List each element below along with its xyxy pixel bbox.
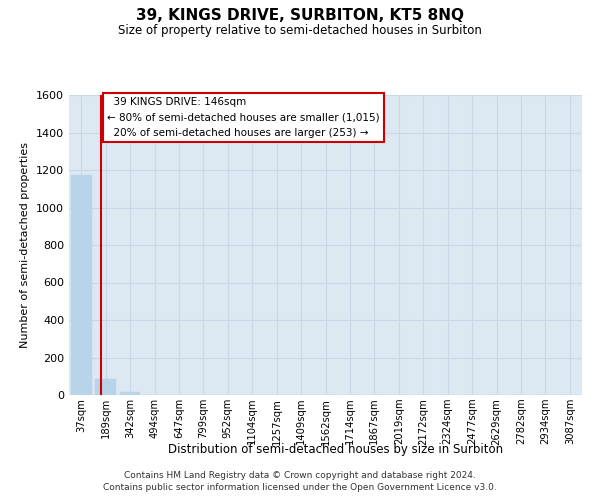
Bar: [71, 174, 92, 395]
Bar: [95, 379, 116, 395]
Bar: [119, 392, 140, 395]
Text: Contains HM Land Registry data © Crown copyright and database right 2024.
Contai: Contains HM Land Registry data © Crown c…: [103, 471, 497, 492]
Text: 39 KINGS DRIVE: 146sqm
← 80% of semi-detached houses are smaller (1,015)
  20% o: 39 KINGS DRIVE: 146sqm ← 80% of semi-det…: [107, 97, 379, 138]
Text: Size of property relative to semi-detached houses in Surbiton: Size of property relative to semi-detach…: [118, 24, 482, 37]
Y-axis label: Number of semi-detached properties: Number of semi-detached properties: [20, 142, 31, 348]
Text: 39, KINGS DRIVE, SURBITON, KT5 8NQ: 39, KINGS DRIVE, SURBITON, KT5 8NQ: [136, 8, 464, 22]
Text: Distribution of semi-detached houses by size in Surbiton: Distribution of semi-detached houses by …: [169, 442, 503, 456]
